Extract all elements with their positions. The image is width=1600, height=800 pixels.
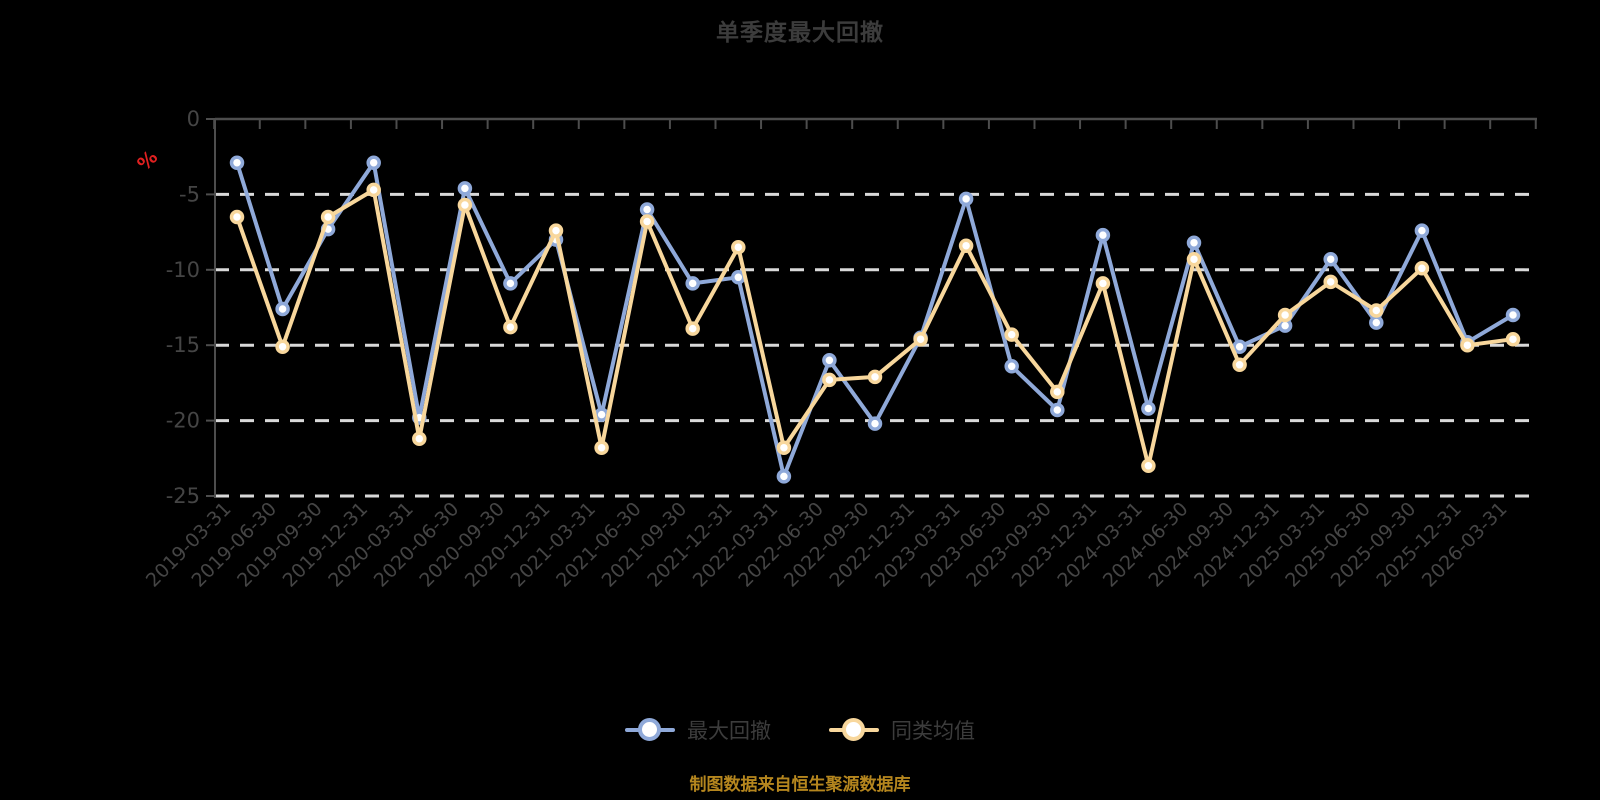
data-point-max-drawdown[interactable] [1050,402,1065,418]
data-point-category-average[interactable] [1323,274,1338,290]
y-axis-label: -25 [166,484,200,508]
data-point-category-average[interactable] [1414,261,1430,276]
data-point-max-drawdown[interactable] [275,301,290,317]
data-point-category-average[interactable] [594,440,609,455]
data-point-category-average[interactable] [1186,251,1202,267]
y-axis-label: -15 [166,333,200,357]
legend-item-category-average[interactable]: 同类均值 [829,715,975,745]
data-point-max-drawdown[interactable] [1414,223,1430,238]
legend-marker-max-drawdown-icon [625,718,675,742]
legend-item-max-drawdown[interactable]: 最大回撤 [625,715,771,745]
data-point-max-drawdown[interactable] [731,270,746,285]
data-point-max-drawdown[interactable] [1232,339,1247,354]
data-point-category-average[interactable] [776,440,792,455]
data-point-category-average[interactable] [867,369,883,385]
legend-marker-category-average-icon [829,718,879,742]
data-point-category-average[interactable] [229,209,245,225]
data-point-category-average[interactable] [503,319,518,335]
data-point-category-average[interactable] [958,238,974,253]
data-point-category-average[interactable] [731,239,746,255]
data-point-max-drawdown[interactable] [867,416,883,431]
data-point-category-average[interactable] [685,321,700,336]
data-point-category-average[interactable] [1095,276,1111,291]
data-point-category-average[interactable] [412,431,427,446]
data-point-category-average[interactable] [366,182,381,198]
data-point-max-drawdown[interactable] [685,276,700,291]
data-point-category-average[interactable] [1277,307,1293,323]
data-point-category-average[interactable] [457,197,473,213]
data-point-max-drawdown[interactable] [822,353,837,368]
data-point-max-drawdown[interactable] [639,202,655,217]
data-point-max-drawdown[interactable] [503,276,518,291]
y-axis-label: 0 [187,107,200,131]
data-point-category-average[interactable] [639,214,655,229]
data-point-category-average[interactable] [1460,337,1475,353]
data-point-category-average[interactable] [1141,458,1156,474]
legend-label-max-drawdown: 最大回撤 [687,719,771,743]
data-point-max-drawdown[interactable] [1369,315,1384,330]
data-point-category-average[interactable] [1505,331,1521,347]
y-axis-label: -20 [166,409,200,433]
data-point-category-average[interactable] [1232,357,1247,373]
y-axis-label: -10 [166,258,200,282]
legend-label-category-average: 同类均值 [891,719,975,743]
data-point-max-drawdown[interactable] [1141,401,1156,416]
data-point-category-average[interactable] [1369,303,1384,318]
data-point-max-drawdown[interactable] [457,181,473,196]
data-point-category-average[interactable] [1004,327,1019,342]
data-point-max-drawdown[interactable] [229,155,245,170]
legend: 最大回撤 同类均值 [0,710,1600,750]
data-point-category-average[interactable] [913,331,928,347]
chart-title: 单季度最大回撤 [716,20,884,46]
data-point-max-drawdown[interactable] [1095,227,1111,243]
data-point-max-drawdown[interactable] [1186,235,1202,250]
data-point-max-drawdown[interactable] [958,191,974,207]
data-point-category-average[interactable] [548,223,564,238]
data-point-category-average[interactable] [320,209,336,225]
data-point-category-average[interactable] [1050,384,1065,400]
y-axis-unit-label: % [133,146,162,175]
data-point-max-drawdown[interactable] [1004,359,1019,374]
data-point-max-drawdown[interactable] [366,155,381,170]
data-point-max-drawdown[interactable] [1323,251,1338,267]
data-point-category-average[interactable] [822,372,837,388]
source-note: 制图数据来自恒生聚源数据库 [689,775,911,795]
y-axis-label: -5 [179,182,200,206]
data-point-category-average[interactable] [275,339,290,354]
data-point-max-drawdown[interactable] [776,469,792,484]
data-point-max-drawdown[interactable] [1505,307,1521,323]
